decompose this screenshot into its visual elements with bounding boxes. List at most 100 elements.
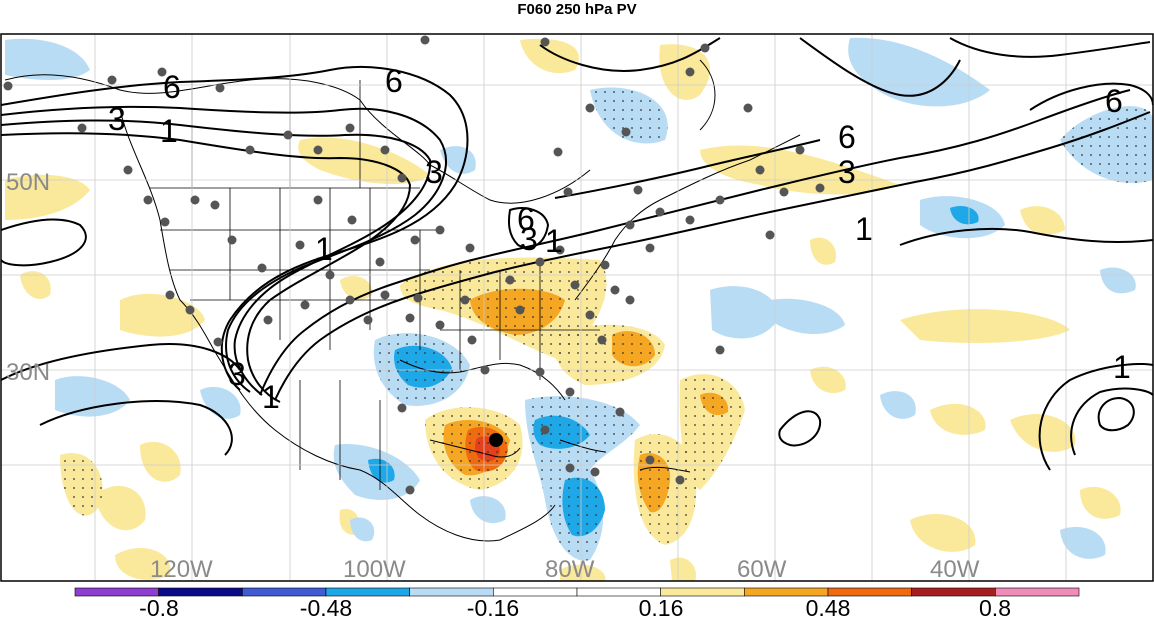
station-marker <box>380 290 390 300</box>
station-marker <box>283 130 293 140</box>
contour-label: 3 <box>838 154 856 190</box>
pv-contours <box>1 37 1153 471</box>
station-marker <box>397 173 407 183</box>
station-marker <box>3 81 13 91</box>
contour-label: 1 <box>1113 349 1131 385</box>
contour-label: 3 <box>520 221 538 257</box>
lon-label-120w: 120W <box>150 556 213 583</box>
station-marker <box>555 245 565 255</box>
colorbar-label: 0.8 <box>979 595 1011 621</box>
station-marker <box>345 123 355 133</box>
station-marker <box>420 35 430 45</box>
station-marker <box>600 260 610 270</box>
station-marker <box>675 475 685 485</box>
station-marker <box>345 295 355 305</box>
contour-label: 3 <box>108 101 126 137</box>
station-marker <box>715 195 725 205</box>
contour-label: 6 <box>385 63 403 99</box>
station-marker <box>467 335 477 345</box>
station-marker <box>645 455 655 465</box>
station-marker <box>570 280 580 290</box>
station-marker <box>405 313 415 323</box>
station-marker <box>480 365 490 375</box>
lat-label-50n: 50N <box>6 169 50 196</box>
colorbar-label: -0.16 <box>466 595 520 621</box>
station-marker <box>743 103 753 113</box>
contour-label: 6 <box>517 201 535 237</box>
contour-label: 6 <box>1105 83 1123 119</box>
station-marker <box>245 145 255 155</box>
station-marker <box>123 165 133 175</box>
contour-label: 1 <box>855 211 873 247</box>
station-marker <box>143 195 153 205</box>
station-marker <box>765 230 775 240</box>
station-marker <box>515 305 525 315</box>
colorbar-label: -0.8 <box>139 595 179 621</box>
station-marker <box>535 257 545 267</box>
station-marker <box>563 187 573 197</box>
graticule <box>1 34 1153 581</box>
station-marker <box>610 285 620 295</box>
station-marker <box>685 215 695 225</box>
colorbar-label: -0.48 <box>299 595 353 621</box>
contour-label: 6 <box>163 69 181 105</box>
station-marker <box>655 207 665 217</box>
station-marker <box>375 257 385 267</box>
contour-labels: 6 3 1 6 3 1 3 6 1 6 3 1 6 3 1 1 <box>108 63 1131 415</box>
coastlines <box>4 59 801 542</box>
lon-label-80w: 80W <box>545 556 595 583</box>
lat-label-30n: 30N <box>6 359 50 386</box>
station-marker <box>465 243 475 253</box>
station-marker <box>795 145 805 155</box>
station-marker <box>190 195 200 205</box>
colorbar-swatch <box>995 587 1080 597</box>
contour-label: 6 <box>838 119 856 155</box>
station-marker <box>715 345 725 355</box>
station-marker <box>300 300 310 310</box>
station-marker <box>585 103 595 113</box>
storm-center-marker <box>489 433 503 447</box>
colorbar <box>74 587 1080 597</box>
contour-label: 3 <box>425 154 443 190</box>
station-marker <box>257 263 267 273</box>
station-marker <box>815 183 825 193</box>
station-marker <box>540 37 550 47</box>
station-marker <box>553 147 563 157</box>
station-marker <box>615 407 625 417</box>
station-marker <box>755 165 765 175</box>
station-marker <box>565 463 575 473</box>
lon-label-60w: 60W <box>737 556 787 583</box>
station-marker <box>313 195 323 205</box>
station-marker <box>645 243 655 253</box>
station-marker <box>210 200 220 210</box>
station-marker <box>505 275 515 285</box>
station-marker <box>185 305 195 315</box>
station-marker <box>685 67 695 77</box>
station-marker <box>313 145 323 155</box>
station-marker <box>625 220 635 230</box>
station-marker <box>347 215 357 225</box>
lon-label-40w: 40W <box>930 556 980 583</box>
station-marker <box>565 387 575 397</box>
station-marker <box>160 217 170 227</box>
station-marker <box>295 240 305 250</box>
station-marker <box>213 337 223 347</box>
station-marker <box>621 127 631 137</box>
station-marker <box>535 367 545 377</box>
station-marker <box>585 310 595 320</box>
contour-label: 3 <box>228 356 246 392</box>
station-marker <box>227 235 237 245</box>
station-marker <box>380 145 390 155</box>
contour-label: 1 <box>262 379 280 415</box>
station-marker <box>107 75 117 85</box>
contour-label: 1 <box>545 223 563 259</box>
lon-label-100w: 100W <box>343 556 406 583</box>
station-marker <box>779 187 789 197</box>
station-marker <box>540 425 550 435</box>
station-marker <box>435 225 445 235</box>
station-marker <box>410 235 420 245</box>
colorbar-label: 0.16 <box>638 595 684 621</box>
station-marker <box>700 43 710 53</box>
station-marker <box>625 295 635 305</box>
